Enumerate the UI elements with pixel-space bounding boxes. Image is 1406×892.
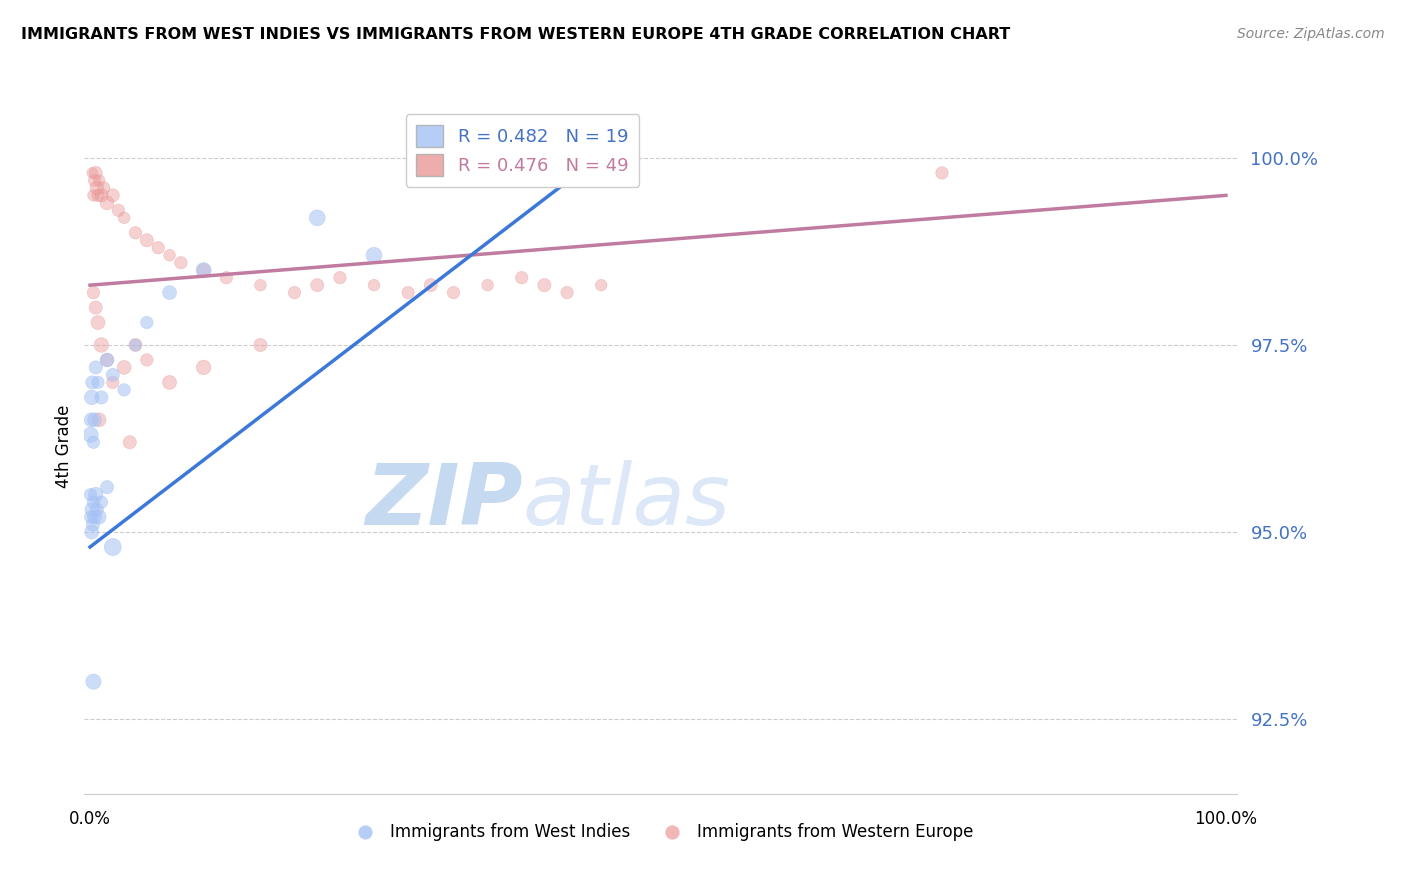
Point [533, 278, 555, 293]
Point [86, 502, 108, 516]
Point [477, 278, 499, 293]
Point [82, 435, 104, 450]
Point [135, 353, 157, 368]
Point [84, 488, 107, 502]
Legend: Immigrants from West Indies, Immigrants from Western Europe: Immigrants from West Indies, Immigrants … [342, 817, 980, 848]
Point [79, 488, 101, 502]
Point [96, 353, 118, 368]
Point [84, 360, 107, 375]
Point [84, 301, 107, 315]
Point [83, 173, 105, 187]
Point [89, 510, 111, 524]
Point [283, 285, 305, 300]
Point [80, 390, 103, 404]
Point [79, 427, 101, 442]
Point [89, 173, 111, 187]
Point [84, 166, 107, 180]
Text: ZIP: ZIP [364, 460, 523, 543]
Point [148, 241, 170, 255]
Point [118, 435, 141, 450]
Point [87, 188, 110, 202]
Point [215, 270, 238, 285]
Point [249, 338, 271, 352]
Point [193, 360, 215, 375]
Point [124, 338, 146, 352]
Point [107, 203, 129, 218]
Point [396, 285, 419, 300]
Point [931, 166, 953, 180]
Point [90, 188, 112, 202]
Point [363, 248, 385, 262]
Point [90, 390, 112, 404]
Point [82, 502, 104, 516]
Point [90, 338, 112, 352]
Point [124, 338, 146, 352]
Text: Source: ZipAtlas.com: Source: ZipAtlas.com [1237, 27, 1385, 41]
Point [193, 263, 215, 277]
Point [101, 540, 124, 554]
Point [87, 316, 110, 330]
Point [90, 495, 112, 509]
Point [170, 256, 193, 270]
Point [159, 285, 181, 300]
Point [82, 285, 104, 300]
Point [591, 278, 613, 293]
Point [135, 233, 157, 247]
Point [112, 360, 135, 375]
Point [101, 376, 124, 390]
Text: IMMIGRANTS FROM WEST INDIES VS IMMIGRANTS FROM WESTERN EUROPE 4TH GRADE CORRELAT: IMMIGRANTS FROM WEST INDIES VS IMMIGRANT… [21, 27, 1011, 42]
Point [363, 278, 385, 293]
Point [159, 248, 181, 262]
Point [80, 524, 103, 539]
Point [80, 510, 103, 524]
Point [82, 674, 104, 689]
Point [159, 376, 181, 390]
Point [96, 480, 118, 494]
Point [82, 495, 104, 509]
Point [80, 413, 103, 427]
Point [307, 211, 329, 225]
Point [112, 383, 135, 397]
Point [83, 510, 105, 524]
Point [135, 316, 157, 330]
Point [112, 211, 135, 225]
Point [249, 278, 271, 293]
Point [87, 376, 110, 390]
Point [82, 376, 104, 390]
Point [307, 278, 329, 293]
Point [419, 278, 441, 293]
Point [329, 270, 352, 285]
Point [555, 285, 578, 300]
Point [101, 368, 124, 382]
Point [96, 195, 118, 210]
Point [96, 353, 118, 368]
Text: atlas: atlas [523, 460, 731, 543]
Point [101, 188, 124, 202]
Point [86, 181, 108, 195]
Point [510, 270, 533, 285]
Point [124, 226, 146, 240]
Y-axis label: 4th Grade: 4th Grade [55, 404, 73, 488]
Point [82, 188, 104, 202]
Point [193, 263, 215, 277]
Point [89, 413, 111, 427]
Point [82, 517, 104, 532]
Point [443, 285, 465, 300]
Point [82, 166, 104, 180]
Point [83, 413, 105, 427]
Point [93, 181, 115, 195]
